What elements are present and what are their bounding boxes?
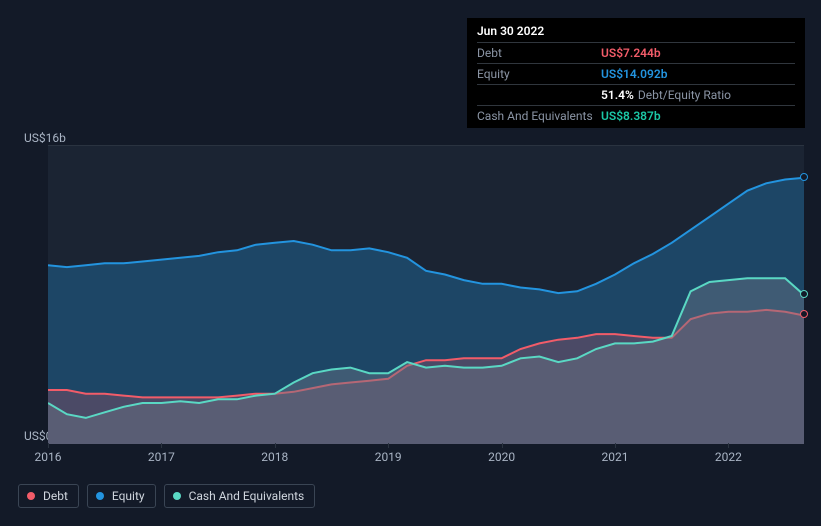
legend-item-cash[interactable]: Cash And Equivalents bbox=[164, 484, 316, 508]
tooltip-value: US$14.092b bbox=[601, 67, 668, 81]
tooltip-row: DebtUS$7.244b bbox=[477, 42, 795, 63]
tooltip-label: Cash And Equivalents bbox=[477, 109, 601, 123]
chart-container: Jun 30 2022 DebtUS$7.244bEquityUS$14.092… bbox=[0, 0, 821, 526]
x-axis-label: 2022 bbox=[715, 450, 742, 464]
legend-item-debt[interactable]: Debt bbox=[18, 484, 79, 508]
y-axis-label: US$16b bbox=[24, 131, 66, 145]
x-axis-tick bbox=[502, 443, 503, 448]
tooltip-label: Equity bbox=[477, 67, 601, 81]
tooltip-suffix: Debt/Equity Ratio bbox=[638, 88, 731, 102]
tooltip-row: 51.4% Debt/Equity Ratio bbox=[477, 84, 795, 105]
x-axis-tick bbox=[615, 443, 616, 448]
legend-label: Equity bbox=[112, 489, 145, 503]
chart-tooltip: Jun 30 2022 DebtUS$7.244bEquityUS$14.092… bbox=[467, 18, 805, 128]
x-axis-tick bbox=[161, 443, 162, 448]
x-axis-label: 2021 bbox=[602, 450, 629, 464]
x-axis-tick bbox=[728, 443, 729, 448]
x-axis-label: 2016 bbox=[35, 450, 62, 464]
legend-dot-icon bbox=[96, 492, 104, 500]
tooltip-row: EquityUS$14.092b bbox=[477, 63, 795, 84]
x-axis-label: 2020 bbox=[488, 450, 515, 464]
chart-legend: Debt Equity Cash And Equivalents bbox=[18, 484, 315, 508]
legend-dot-icon bbox=[27, 492, 35, 500]
cash-end-marker bbox=[800, 290, 808, 298]
x-axis-tick bbox=[48, 443, 49, 448]
chart-plot-area bbox=[48, 145, 804, 443]
tooltip-value: US$8.387b bbox=[601, 109, 661, 123]
tooltip-row: Cash And EquivalentsUS$8.387b bbox=[477, 105, 795, 126]
legend-dot-icon bbox=[173, 492, 181, 500]
area-chart bbox=[48, 146, 804, 444]
x-axis-label: 2018 bbox=[261, 450, 288, 464]
debt-end-marker bbox=[800, 310, 808, 318]
x-axis-tick bbox=[275, 443, 276, 448]
equity-end-marker bbox=[800, 173, 808, 181]
legend-label: Cash And Equivalents bbox=[189, 489, 305, 503]
tooltip-value: 51.4% bbox=[601, 88, 634, 102]
x-axis-label: 2019 bbox=[375, 450, 402, 464]
tooltip-date: Jun 30 2022 bbox=[477, 24, 795, 42]
tooltip-label: Debt bbox=[477, 46, 601, 60]
x-axis-label: 2017 bbox=[148, 450, 175, 464]
legend-label: Debt bbox=[43, 489, 68, 503]
x-axis-labels: 2016201720182019202020212022 bbox=[48, 450, 804, 468]
legend-item-equity[interactable]: Equity bbox=[87, 484, 156, 508]
x-axis-tick bbox=[388, 443, 389, 448]
tooltip-label bbox=[477, 88, 601, 102]
tooltip-value: US$7.244b bbox=[601, 46, 661, 60]
